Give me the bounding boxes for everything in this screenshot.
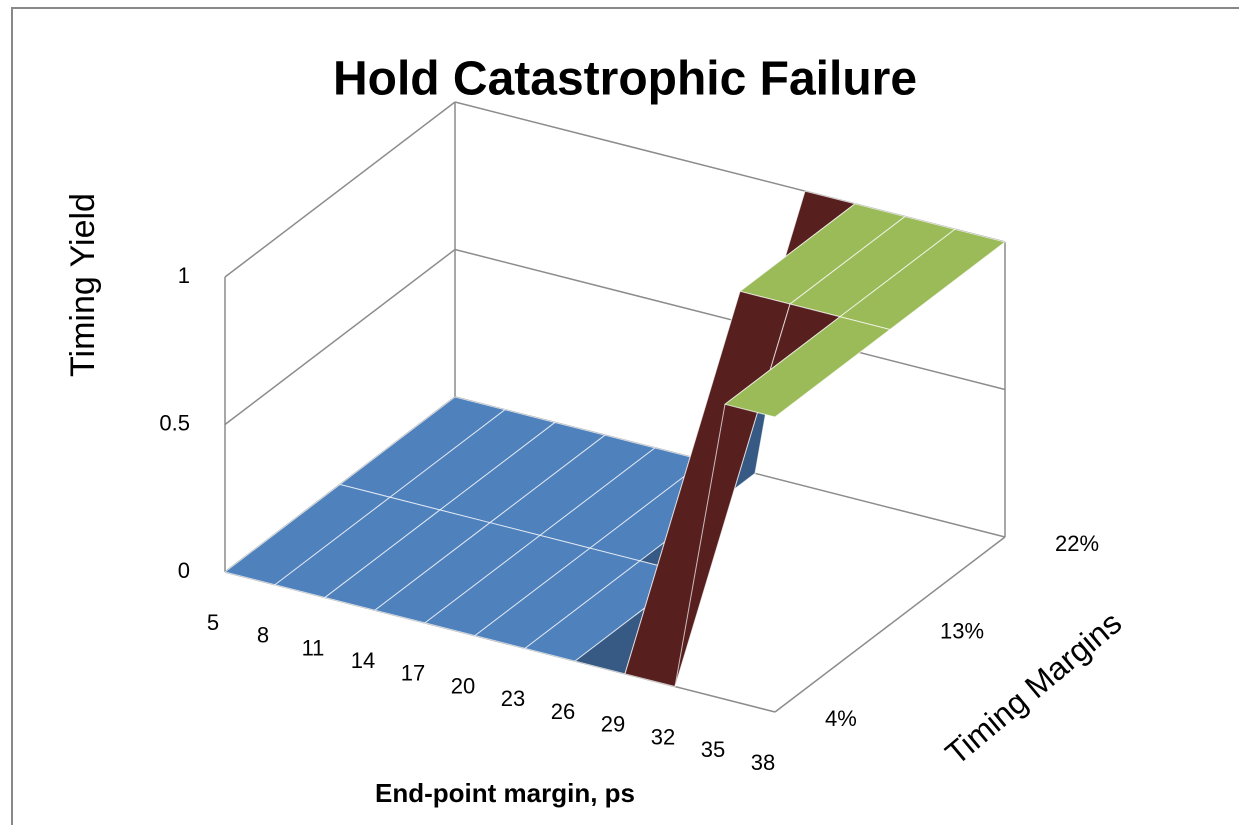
grid-line [454, 248, 1006, 391]
grid-line [224, 248, 456, 426]
z-axis-title: Timing Yield [64, 193, 102, 377]
depth-tick-label: 4% [825, 706, 857, 731]
floor-edge [774, 536, 1006, 713]
x-tick-label: 29 [601, 712, 625, 737]
depth-tick-label: 13% [940, 618, 984, 643]
x-tick-label: 5 [207, 610, 219, 635]
chart-title: Hold Catastrophic Failure [333, 53, 917, 106]
x-tick-label: 8 [257, 623, 269, 648]
x-axis-title: End-point margin, ps [375, 778, 635, 808]
z-tick-label: 1 [178, 263, 190, 288]
x-tick-label: 26 [551, 699, 575, 724]
x-tick-label: 23 [501, 686, 525, 711]
x-tick-label: 17 [401, 661, 425, 686]
z-tick-label: 0.5 [159, 410, 190, 435]
z-tick-label: 0 [178, 558, 190, 583]
surface-cell [723, 316, 892, 418]
grid-line [224, 101, 456, 278]
x-tick-label: 32 [651, 724, 675, 749]
chart-frame [11, 7, 1239, 825]
x-tick-label: 38 [751, 750, 775, 775]
x-tick-label: 11 [302, 635, 325, 660]
x-tick-label: 35 [701, 737, 725, 762]
depth-tick-label: 22% [1055, 531, 1099, 556]
x-tick-label: 14 [351, 648, 375, 673]
x-tick-label: 20 [451, 673, 475, 698]
